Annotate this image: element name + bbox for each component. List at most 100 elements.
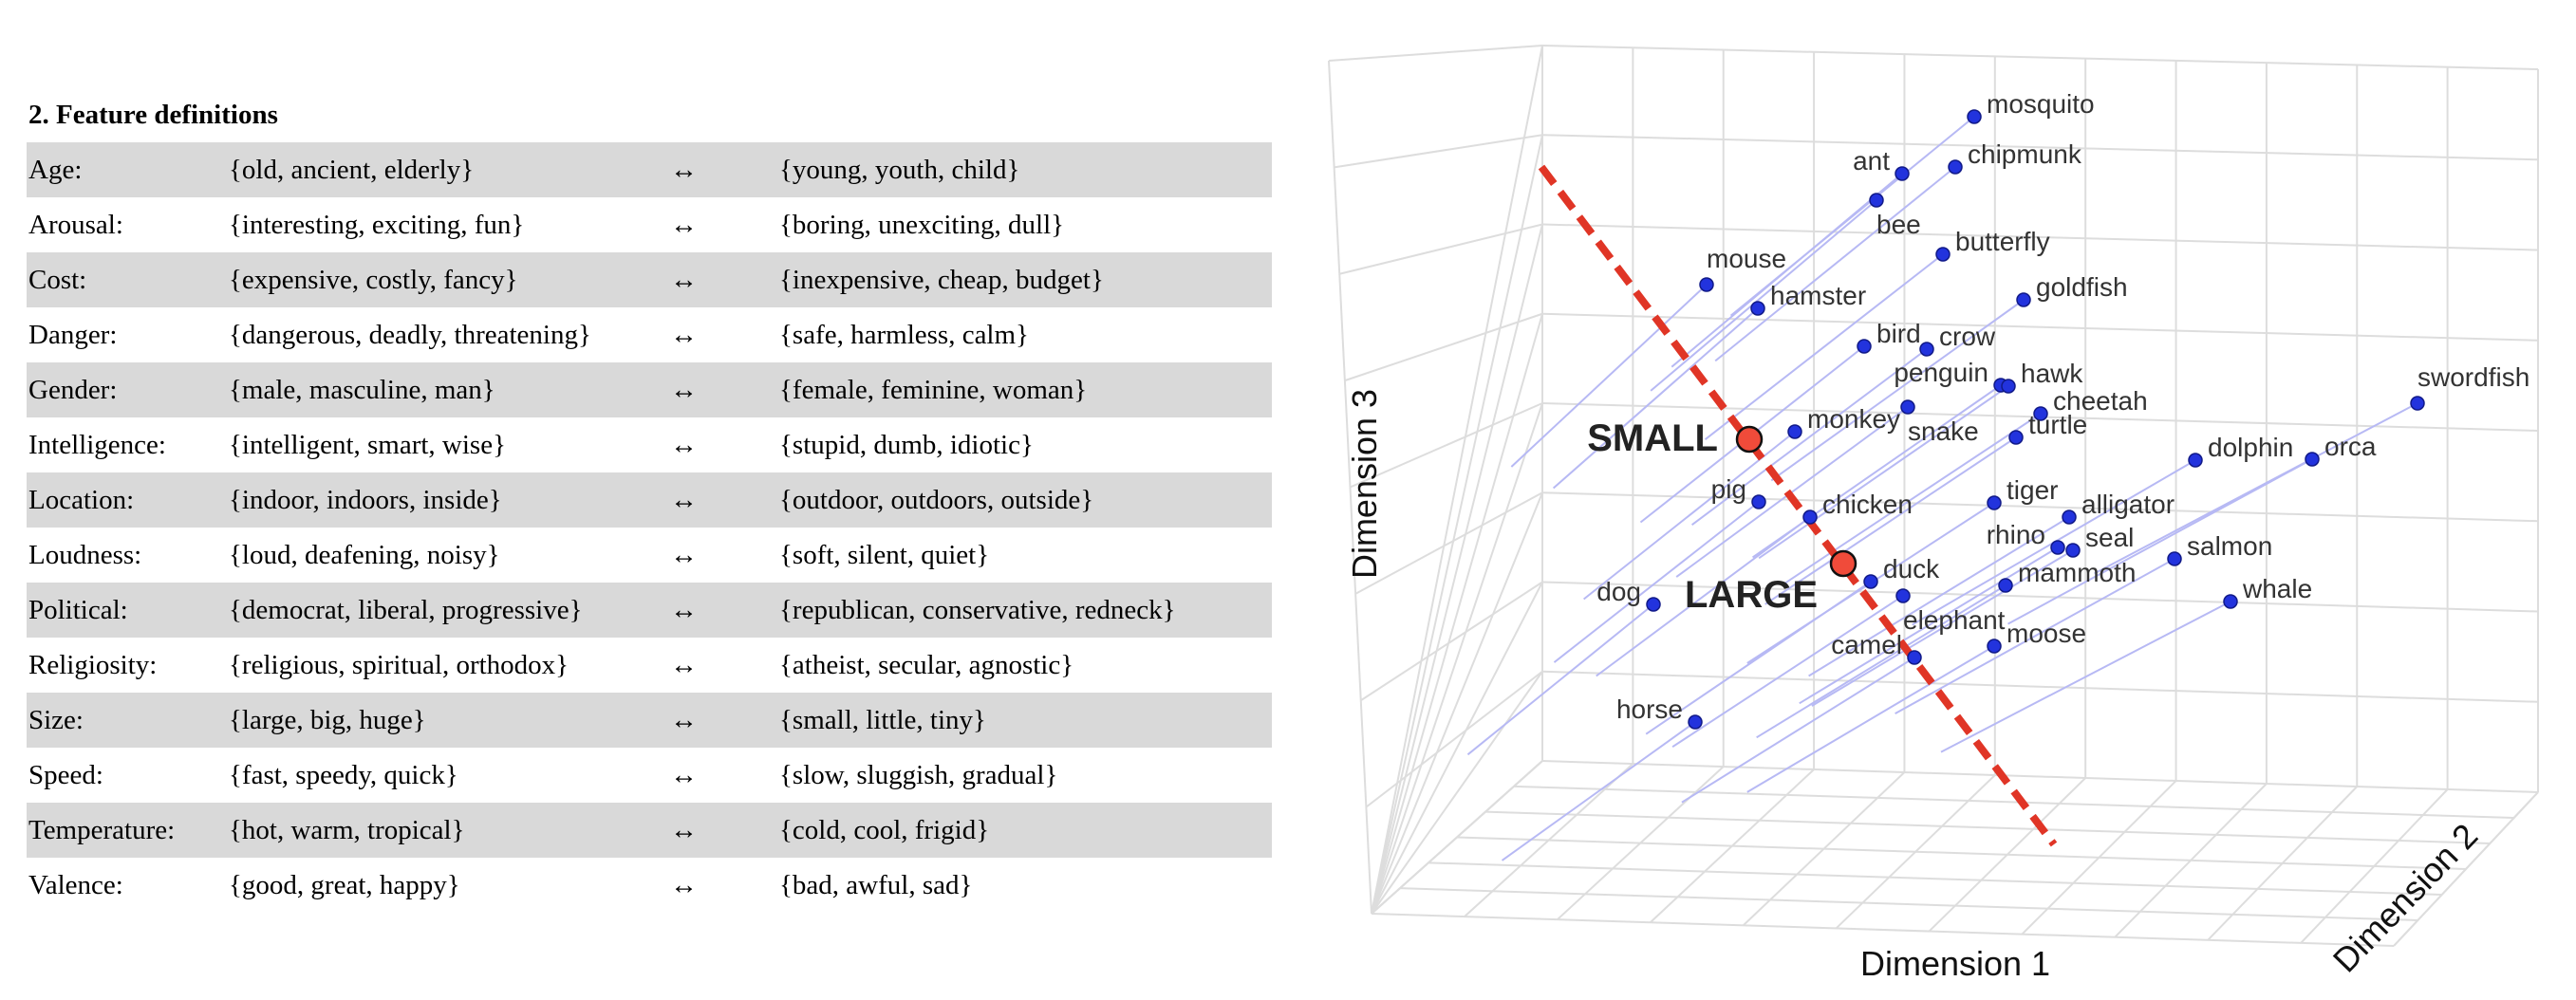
point-cheetah: cheetah bbox=[2033, 386, 2148, 421]
negative-words: {small, little, tiny} bbox=[779, 704, 986, 735]
arrow-symbol: ↔ bbox=[670, 869, 698, 900]
table-row: Size: {large, big, huge} ↔ {small, little, … bbox=[27, 693, 1272, 748]
grid-line bbox=[1541, 581, 2539, 613]
projection-line bbox=[1746, 645, 1995, 793]
table-row: Political: {democrat, liberal, progressiv… bbox=[27, 583, 1272, 638]
point-label: hamster bbox=[1770, 281, 1866, 310]
feature-name: Location: bbox=[28, 484, 135, 515]
grid-line bbox=[1513, 785, 2514, 819]
table-row: Cost: {expensive, costly, fancy} ↔ {inexpen… bbox=[27, 252, 1272, 307]
table-row: Loudness: {loud, deafening, noisy} ↔ {soft,… bbox=[27, 528, 1272, 583]
grid-line bbox=[1334, 134, 1543, 169]
anchor-large-label: LARGE bbox=[1685, 574, 1818, 616]
point-marker bbox=[1688, 714, 1703, 730]
point-marker bbox=[1787, 424, 1802, 439]
point-label: pig bbox=[1711, 474, 1746, 504]
point-marker bbox=[1998, 578, 2013, 593]
positive-words: {hot, warm, tropical} bbox=[229, 814, 465, 845]
grid-line bbox=[1371, 135, 1543, 915]
projection-line bbox=[1758, 385, 2009, 560]
arrow-symbol: ↔ bbox=[670, 704, 698, 735]
arrow-symbol: ↔ bbox=[670, 484, 698, 515]
point-label: tiger bbox=[2007, 475, 2058, 505]
negative-words: {stupid, dumb, idiotic} bbox=[779, 429, 1034, 460]
point-label: bird bbox=[1876, 319, 1921, 348]
arrow-symbol: ↔ bbox=[670, 539, 698, 570]
projection-line bbox=[1552, 307, 1759, 490]
point-label: horse bbox=[1616, 694, 1683, 724]
point-label: turtle bbox=[2028, 410, 2087, 439]
point-marker bbox=[2016, 292, 2031, 307]
table-row: Valence: {good, great, happy} ↔ {bad, awful… bbox=[27, 858, 1272, 913]
positive-words: {interesting, exciting, fun} bbox=[229, 209, 525, 240]
point-salmon: salmon bbox=[2167, 531, 2272, 566]
projection-line bbox=[1671, 595, 1904, 749]
anchor-large: LARGE bbox=[1685, 549, 1857, 616]
positive-words: {large, big, huge} bbox=[229, 704, 426, 735]
point-label: salmon bbox=[2187, 531, 2272, 561]
projection-line bbox=[1645, 581, 1872, 735]
projection-line bbox=[1808, 516, 2070, 677]
point-label: monkey bbox=[1807, 404, 1900, 434]
point-marker bbox=[2062, 509, 2077, 525]
grid-line bbox=[1371, 913, 2395, 947]
point-mammoth: mammoth bbox=[1998, 558, 2136, 593]
projection-line bbox=[1510, 284, 1708, 468]
grid-line bbox=[1484, 810, 2491, 844]
grid-line bbox=[1399, 887, 2418, 921]
grid-line bbox=[1350, 402, 1543, 489]
arrow-symbol: ↔ bbox=[670, 429, 698, 460]
projection-line bbox=[1466, 603, 1654, 756]
point-penguin: penguin bbox=[1894, 358, 2008, 393]
point-marker bbox=[1895, 588, 1911, 603]
point-marker bbox=[1919, 342, 1934, 357]
point-pig: pig bbox=[1711, 474, 1766, 509]
point-label: mosquito bbox=[1987, 89, 2095, 119]
arrow-symbol: ↔ bbox=[670, 264, 698, 295]
point-label: penguin bbox=[1894, 358, 1988, 387]
anchor-small-marker bbox=[1735, 425, 1764, 454]
point-elephant: elephant bbox=[1895, 588, 2006, 635]
projection-line bbox=[2094, 402, 2418, 575]
point-marker bbox=[1869, 193, 1884, 208]
table-row: Temperature: {hot, warm, tropical} ↔ {cold,… bbox=[27, 803, 1272, 858]
table-row: Religiosity: {religious, spiritual, ortho… bbox=[27, 638, 1272, 693]
feature-name: Cost: bbox=[28, 264, 87, 295]
points: mosquito ant chipmunk bee butterfly mouse hams… bbox=[1596, 89, 2529, 730]
point-ant: ant bbox=[1853, 146, 1910, 181]
point-orca: orca bbox=[2305, 432, 2377, 467]
feature-name: Speed: bbox=[28, 759, 103, 790]
axis-label-dimension-1: Dimension 1 bbox=[1860, 944, 2050, 983]
axis-label-dimension-3: Dimension 3 bbox=[1345, 389, 1384, 579]
projection-line bbox=[1704, 253, 1944, 440]
point-label: alligator bbox=[2081, 490, 2175, 519]
point-swordfish: swordfish bbox=[2410, 362, 2529, 411]
grid-line bbox=[1371, 671, 1543, 915]
projection-line bbox=[1596, 516, 1811, 677]
grid-line bbox=[1360, 581, 1543, 702]
point-marker bbox=[2188, 453, 2203, 468]
negative-words: {republican, conservative, redneck} bbox=[779, 594, 1176, 625]
point-marker bbox=[1987, 495, 2002, 510]
grid-line bbox=[1541, 760, 2539, 793]
point-marker bbox=[1863, 574, 1878, 589]
positive-words: {old, ancient, elderly} bbox=[229, 154, 475, 185]
projection-line bbox=[1553, 501, 1760, 663]
grid-line bbox=[1541, 223, 2539, 251]
grid-line bbox=[1371, 491, 1543, 915]
positive-words: {good, great, happy} bbox=[229, 869, 460, 900]
point-moose: moose bbox=[1987, 619, 2086, 654]
point-marker bbox=[2065, 543, 2081, 558]
point-marker bbox=[1750, 301, 1765, 316]
projection-line bbox=[1650, 199, 1877, 392]
point-marker bbox=[1857, 339, 1872, 354]
point-label: chipmunk bbox=[1968, 139, 2082, 169]
projection-lines bbox=[1466, 116, 2418, 861]
grid-line bbox=[1371, 45, 1543, 915]
arrow-symbol: ↔ bbox=[670, 154, 698, 185]
positive-words: {religious, spiritual, orthodox} bbox=[229, 649, 569, 680]
point-monkey: monkey bbox=[1787, 404, 1900, 439]
point-marker bbox=[1900, 399, 1915, 415]
point-label: crow bbox=[1939, 322, 1996, 351]
positive-words: {expensive, costly, fancy} bbox=[229, 264, 518, 295]
